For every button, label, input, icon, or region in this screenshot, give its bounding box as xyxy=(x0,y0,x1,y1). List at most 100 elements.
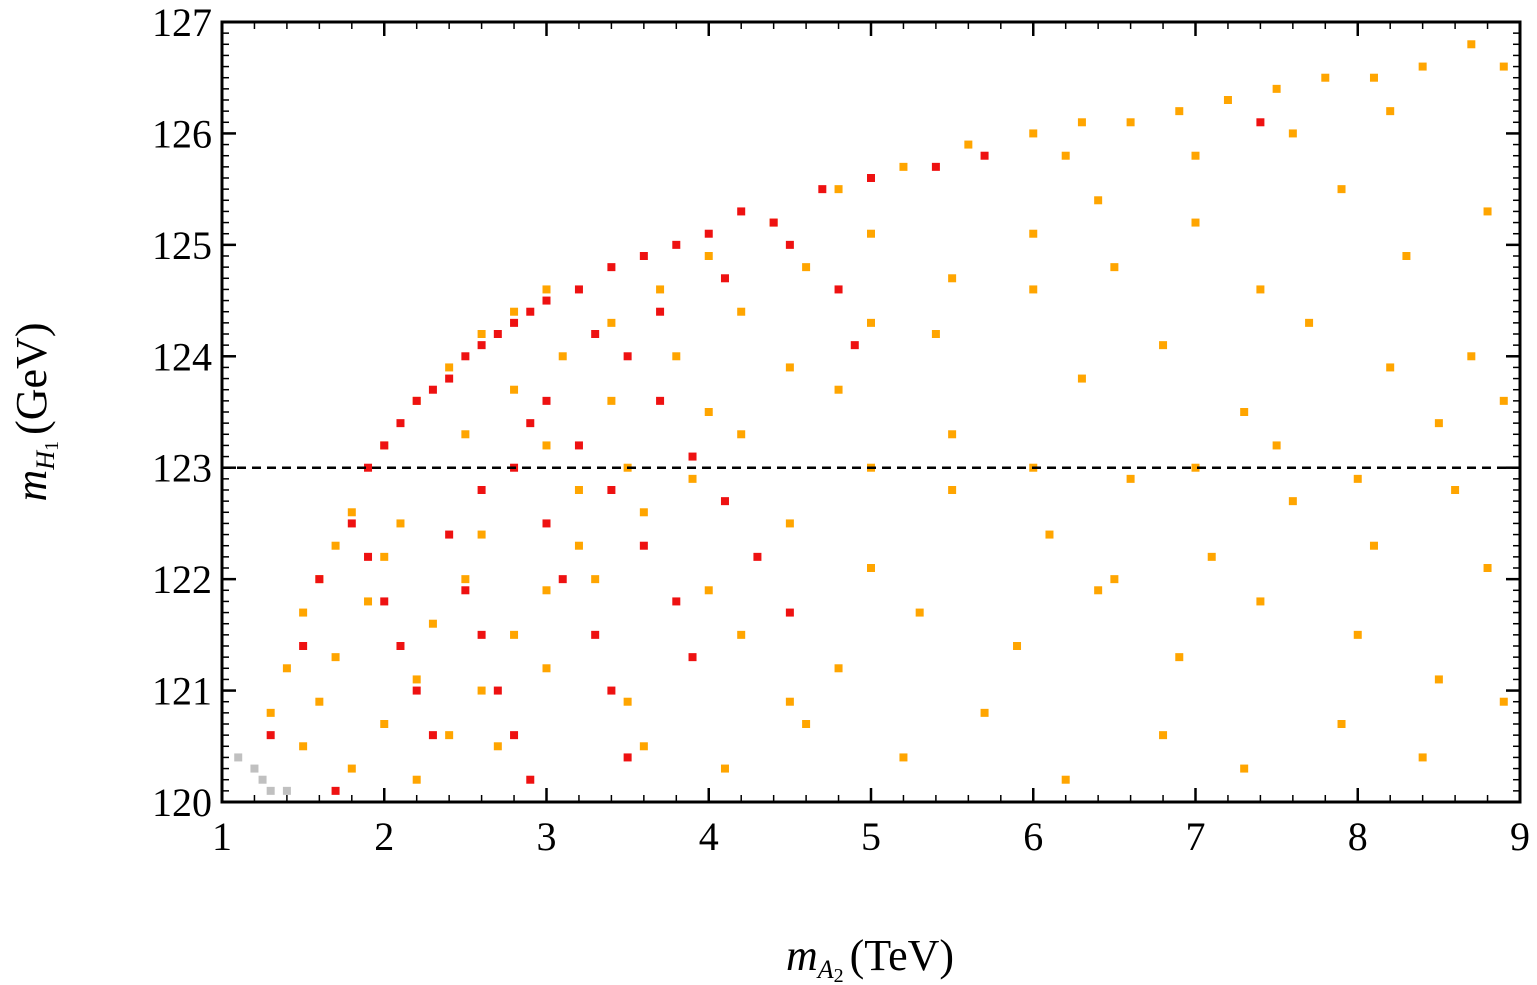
data-point xyxy=(347,519,356,528)
data-point xyxy=(720,274,729,283)
data-point xyxy=(315,575,324,584)
data-point xyxy=(1159,341,1168,350)
data-point xyxy=(1256,118,1265,127)
data-point xyxy=(510,385,519,394)
data-point xyxy=(1240,408,1249,416)
data-point xyxy=(428,619,437,628)
data-point xyxy=(931,330,940,338)
data-point xyxy=(364,597,373,606)
data-point xyxy=(1256,597,1265,606)
data-point xyxy=(299,642,308,650)
y-tick-label: 125 xyxy=(152,223,212,268)
data-point xyxy=(980,708,989,717)
data-point xyxy=(656,285,665,294)
data-point xyxy=(591,575,600,584)
data-point xyxy=(818,185,827,194)
data-point xyxy=(737,207,746,216)
data-point xyxy=(785,240,794,249)
data-point xyxy=(266,731,275,740)
data-point xyxy=(542,441,551,450)
data-point xyxy=(867,229,875,238)
data-point xyxy=(347,508,356,517)
data-point xyxy=(802,263,811,272)
data-point xyxy=(299,608,308,617)
data-point xyxy=(380,720,389,728)
data-point xyxy=(623,697,632,706)
data-point xyxy=(493,742,502,751)
data-point xyxy=(1418,62,1427,71)
data-point xyxy=(1483,564,1492,572)
data-point xyxy=(948,274,957,283)
data-point xyxy=(380,597,389,606)
data-point xyxy=(785,608,794,617)
data-point xyxy=(1499,396,1508,405)
data-point xyxy=(542,396,551,405)
data-point xyxy=(980,151,989,160)
data-point xyxy=(250,764,259,773)
data-point xyxy=(1256,285,1265,294)
data-point xyxy=(704,586,713,595)
data-point xyxy=(445,374,454,383)
y-tick-label: 127 xyxy=(152,0,212,45)
data-point xyxy=(1207,552,1216,561)
y-axis-title: mH1(GeV) xyxy=(7,323,63,502)
data-point xyxy=(234,753,243,762)
data-points xyxy=(234,40,1508,795)
x-tick-label: 5 xyxy=(861,814,881,859)
data-point xyxy=(1110,263,1119,272)
x-tick-label: 6 xyxy=(1023,814,1043,859)
data-point xyxy=(510,307,519,316)
x-tick-label: 3 xyxy=(537,814,557,859)
data-point xyxy=(574,541,583,550)
data-point xyxy=(1191,218,1200,227)
data-point xyxy=(477,686,486,695)
data-point xyxy=(720,764,729,773)
data-point xyxy=(510,731,519,740)
data-point xyxy=(1337,720,1346,728)
data-point xyxy=(364,552,373,561)
data-point xyxy=(364,463,373,472)
data-point xyxy=(380,441,389,450)
x-tick-label: 7 xyxy=(1186,814,1206,859)
plot-frame xyxy=(220,20,1522,804)
x-tick-label: 8 xyxy=(1348,814,1368,859)
data-point xyxy=(607,318,616,327)
data-point xyxy=(1369,73,1378,82)
data-point xyxy=(785,697,794,706)
data-point xyxy=(1402,252,1411,260)
x-tick-label: 9 xyxy=(1510,814,1530,859)
data-point xyxy=(461,430,470,439)
data-point xyxy=(396,419,405,428)
data-point xyxy=(948,430,957,439)
data-point xyxy=(428,385,437,394)
data-point xyxy=(1451,486,1460,494)
data-point xyxy=(915,608,924,617)
data-point xyxy=(802,720,811,728)
data-point xyxy=(591,330,600,338)
data-point xyxy=(1159,731,1168,740)
data-point xyxy=(1029,285,1038,294)
x-axis-title: mA2 (TeV) xyxy=(786,931,954,985)
data-point xyxy=(445,363,454,372)
data-point xyxy=(542,296,551,305)
data-point xyxy=(737,430,746,439)
data-point xyxy=(834,664,843,673)
data-point xyxy=(1045,530,1054,539)
data-point xyxy=(1061,775,1070,784)
data-point xyxy=(1483,207,1492,216)
x-tick-label: 4 xyxy=(699,814,719,859)
data-point xyxy=(607,686,616,695)
data-point xyxy=(1061,151,1070,160)
data-point xyxy=(607,486,616,494)
data-point xyxy=(785,519,794,528)
data-point xyxy=(1077,374,1086,383)
data-point xyxy=(672,597,681,606)
data-point xyxy=(461,352,470,361)
data-point xyxy=(526,307,535,316)
data-point xyxy=(558,352,567,361)
data-point xyxy=(1191,463,1200,472)
data-point xyxy=(850,341,859,350)
data-point xyxy=(542,285,551,294)
data-point xyxy=(931,162,940,171)
